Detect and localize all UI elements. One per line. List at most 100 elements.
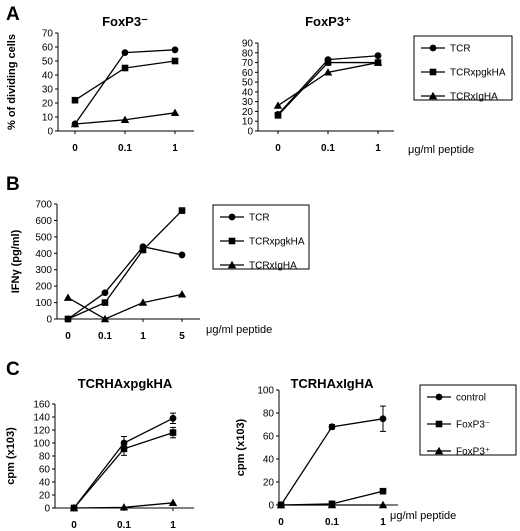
x-tick-label: 0 <box>65 331 71 342</box>
data-point <box>120 445 128 453</box>
y-tick-label: 40 <box>39 478 51 489</box>
data-point <box>101 289 109 297</box>
data-point <box>169 414 177 422</box>
chart-b: 0 100 200 300 400 500 600 700 0 0.1 1 5 IFNγ (pg/ml)… <box>10 200 310 342</box>
legend-label: FoxP3⁻ <box>456 420 490 431</box>
y-tick-label: 10 <box>42 113 54 124</box>
y-tick-label: 140 <box>33 413 50 424</box>
data-point <box>171 46 179 54</box>
data-point <box>274 112 282 119</box>
y-tick-label: 300 <box>35 265 52 276</box>
data-point <box>379 487 387 495</box>
series-line <box>73 417 174 509</box>
legend-marker <box>228 213 236 221</box>
series-line <box>67 293 183 320</box>
x-tick-label: 1 <box>380 517 386 528</box>
x-tick-label: 1 <box>140 331 146 342</box>
legend-marker <box>227 260 237 269</box>
y-tick-label: 40 <box>242 87 254 98</box>
x-tick-label: 0 <box>278 517 284 528</box>
y-tick-label: 80 <box>242 48 254 59</box>
series-2 <box>273 58 383 109</box>
x-tick-label: 0.1 <box>325 517 339 528</box>
x-tick-label: 0.1 <box>117 520 131 531</box>
y-tick-label: 200 <box>35 282 52 293</box>
chart-a1: 0 10 20 30 40 50 60 70 0 0.1 1 FoxP3⁻ % of dividing … <box>6 14 194 154</box>
legend-label: FoxP3⁺ <box>456 447 490 458</box>
data-point <box>276 500 286 509</box>
y-tick-label: 0 <box>44 504 50 515</box>
series-line <box>74 49 176 125</box>
chart-title: TCRHAxpgkHA <box>78 376 173 391</box>
series-2 <box>276 500 388 509</box>
data-point <box>71 96 79 104</box>
series-1 <box>71 57 179 104</box>
legend-label: TCR <box>450 44 471 55</box>
data-point <box>323 68 333 76</box>
data-point <box>63 293 73 301</box>
panel-letter-b: B <box>6 174 20 195</box>
y-tick-label: 60 <box>242 68 254 79</box>
x-axis-label: μg/ml peptide <box>390 510 456 522</box>
chart-c2: 0 20 40 60 80 100 0 0.1 1 TCRHAxIgHA cpm (x103) μg/… <box>235 376 517 528</box>
data-point <box>139 246 147 254</box>
y-tick-label: 160 <box>33 400 50 411</box>
series-line <box>67 245 183 320</box>
x-tick-label: 1 <box>375 143 381 154</box>
data-point <box>374 52 382 60</box>
series-line <box>280 418 384 506</box>
y-tick-label: 20 <box>42 99 54 110</box>
y-tick-label: 40 <box>263 455 275 466</box>
legend-label: TCR <box>249 213 270 224</box>
data-point <box>119 503 129 511</box>
legend-label: TCRxpgkHA <box>450 68 506 79</box>
y-tick-label: 60 <box>263 432 275 443</box>
y-axis-label: cpm (x103) <box>235 418 247 476</box>
legend-marker <box>435 420 443 428</box>
y-axis-label: IFNγ (pg/ml) <box>10 229 22 293</box>
y-tick-label: 80 <box>39 452 51 463</box>
legend-marker <box>429 44 437 52</box>
y-tick-label: 0 <box>46 315 52 326</box>
data-point <box>100 314 110 323</box>
data-point <box>169 429 177 436</box>
x-axis-label: μg/ml peptide <box>206 324 272 336</box>
y-tick-label: 40 <box>42 71 54 82</box>
y-tick-label: 20 <box>39 491 51 502</box>
data-point <box>378 500 388 509</box>
series-2 <box>69 498 178 512</box>
y-tick-label: 20 <box>263 478 275 489</box>
series-1 <box>64 207 186 323</box>
x-tick-label: 1 <box>170 520 176 531</box>
y-tick-label: 100 <box>257 386 274 397</box>
y-tick-label: 30 <box>42 85 54 96</box>
legend-label: TCRxIgHA <box>249 261 297 272</box>
x-tick-label: 5 <box>179 331 185 342</box>
y-tick-label: 30 <box>242 97 254 108</box>
legend-label: TCRxIgHA <box>450 92 498 103</box>
data-point <box>69 503 79 512</box>
y-tick-label: 20 <box>242 107 254 118</box>
data-point <box>171 57 179 65</box>
x-tick-label: 0.1 <box>98 331 112 342</box>
y-axis-label: % of dividing cells <box>6 34 18 130</box>
legend-label: control <box>456 393 486 404</box>
y-tick-label: 50 <box>242 78 254 89</box>
series-2 <box>63 290 187 323</box>
y-tick-label: 600 <box>35 216 52 227</box>
y-tick-label: 60 <box>42 43 54 54</box>
y-tick-label: 0 <box>247 127 253 138</box>
chart-title: FoxP3⁻ <box>102 14 148 29</box>
data-point <box>120 115 130 123</box>
y-tick-label: 0 <box>268 501 274 512</box>
data-point <box>373 58 383 66</box>
series-0 <box>71 46 179 128</box>
data-point <box>121 49 129 56</box>
y-tick-label: 60 <box>39 465 51 476</box>
series-2 <box>70 108 180 128</box>
data-point <box>178 251 186 259</box>
data-point <box>178 207 186 214</box>
legend: TCR TCRxpgkHA TCRxIgHA <box>212 204 310 272</box>
series-0 <box>70 412 177 512</box>
x-tick-label: 0 <box>275 143 281 154</box>
